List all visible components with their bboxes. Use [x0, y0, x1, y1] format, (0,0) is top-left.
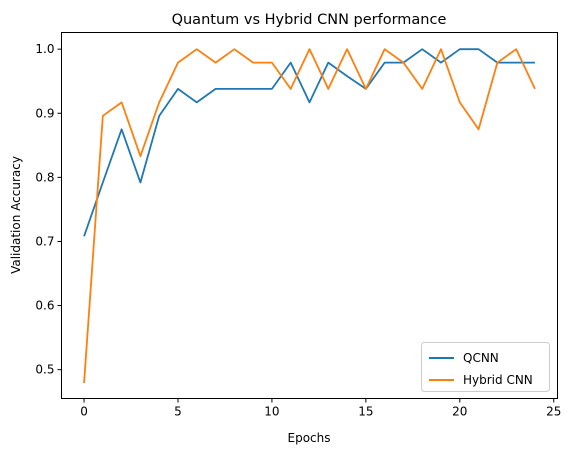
y-axis-label: Validation Accuracy	[9, 156, 23, 274]
y-tick-label: 0.9	[35, 106, 54, 120]
plot-area-frame	[61, 32, 558, 399]
x-tick-label: 25	[546, 405, 561, 419]
y-tick-label: 0.6	[35, 299, 54, 313]
x-axis-ticks: 0 5 10 15 20 25	[80, 398, 561, 419]
y-axis-ticks: 0.5 0.6 0.7 0.8 0.9 1.0	[35, 42, 62, 377]
x-axis-label: Epochs	[288, 431, 331, 445]
y-tick-label: 1.0	[35, 42, 54, 56]
y-tick-label: 0.5	[35, 363, 54, 377]
legend-label-qcnn: QCNN	[463, 351, 499, 365]
series-line-hybrid-cnn	[83, 48, 536, 384]
x-tick-label: 0	[80, 405, 88, 419]
y-tick-label: 0.7	[35, 234, 54, 248]
x-tick-label: 15	[358, 405, 373, 419]
x-tick-label: 20	[452, 405, 467, 419]
legend: QCNN Hybrid CNN	[421, 342, 550, 392]
series-layer	[83, 48, 536, 384]
x-tick-label: 5	[174, 405, 182, 419]
legend-label-hybrid-cnn: Hybrid CNN	[463, 373, 533, 387]
chart-title: Quantum vs Hybrid CNN performance	[172, 12, 447, 28]
y-tick-label: 0.8	[35, 170, 54, 184]
series-line-qcnn	[83, 48, 535, 237]
x-tick-label: 10	[264, 405, 279, 419]
